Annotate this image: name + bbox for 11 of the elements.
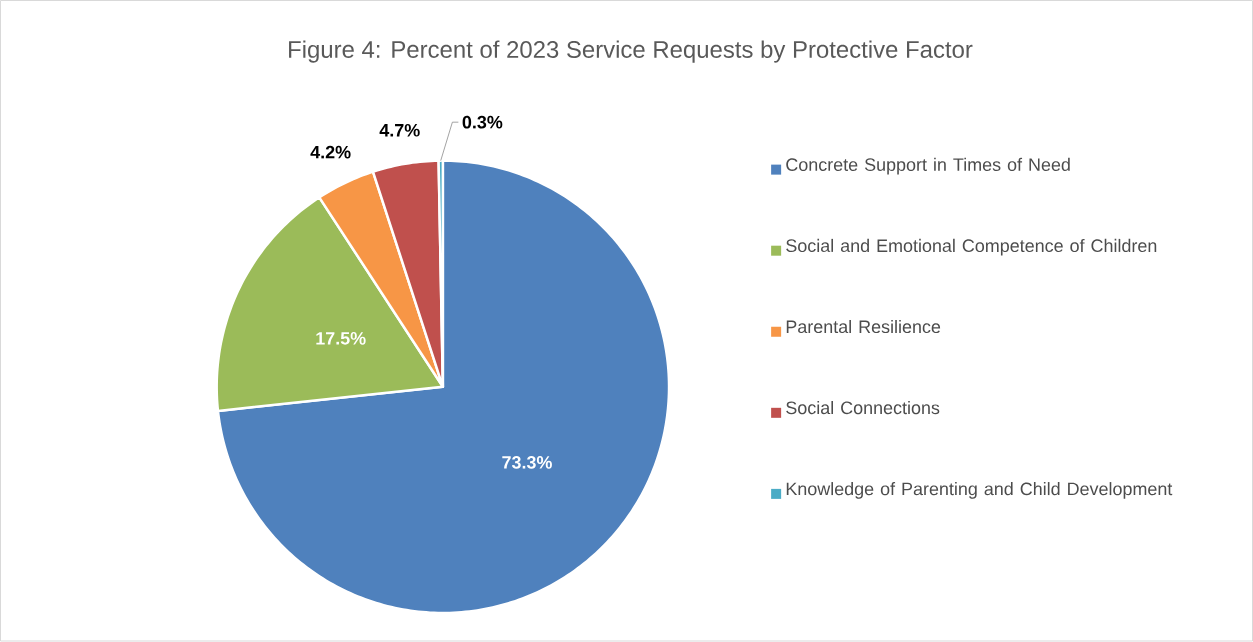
legend-label: Social Connections [786, 401, 940, 415]
legend-label: Social and Emotional Competence of Children [786, 239, 1157, 256]
data-label: 17.5% [316, 332, 366, 345]
data-label: 4.2% [310, 146, 351, 159]
data-label: 73.3% [502, 456, 552, 469]
legend-label: Parental Resilience [786, 320, 941, 334]
chart-title: Figure 4: Percent of 2023 Service Requests by Protective Factor [289, 40, 973, 63]
data-label: 4.7% [379, 124, 420, 137]
data-label: 0.3% [462, 116, 503, 129]
legend-label: Concrete Support in Times of Need [786, 158, 1070, 175]
legend-label: Knowledge of Parenting and Child Development [786, 482, 1173, 500]
